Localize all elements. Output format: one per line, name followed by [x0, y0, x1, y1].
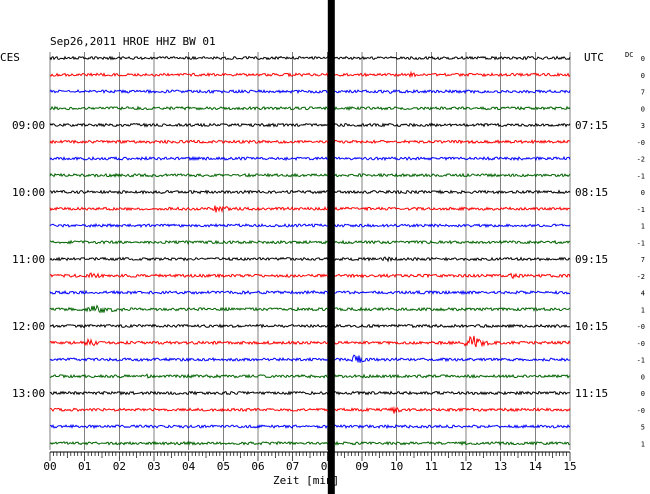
dc-value-row-6: -2 — [637, 156, 645, 164]
trace-row-19 — [49, 373, 571, 379]
trace-row-16 — [49, 323, 571, 329]
dc-value-row-0: 0 — [641, 55, 645, 63]
dc-value-row-9: -1 — [637, 206, 645, 214]
x-tick-label-01: 01 — [78, 460, 91, 473]
x-tick-label-12: 12 — [459, 460, 472, 473]
dc-value-row-3: 0 — [641, 105, 645, 113]
x-axis: 00 01 02 03 04 05 06 07 08 09 10 11 12 13 14 15 — [43, 451, 577, 473]
dc-value-row-16: -0 — [637, 323, 645, 331]
trace-row-13 — [49, 272, 571, 280]
labels: 09:00 10:00 11:00 12:00 13:00 07:15 08:15 09:15… — [12, 55, 645, 448]
trace-row-8 — [49, 189, 571, 195]
trace-row-23 — [49, 440, 571, 447]
dc-value-row-13: -2 — [637, 273, 645, 281]
dc-value-row-4: 3 — [641, 122, 645, 130]
right-time-label-1115: 11:15 — [575, 387, 608, 400]
dc-value-row-18: -1 — [637, 357, 645, 365]
dc-value-row-7: -1 — [637, 172, 645, 180]
x-tick-label-06: 06 — [251, 460, 264, 473]
dc-value-row-5: -0 — [637, 139, 645, 147]
dc-value-row-8: 0 — [641, 189, 645, 197]
dc-value-row-21: -0 — [637, 407, 645, 415]
dc-value-row-15: 1 — [641, 306, 645, 314]
trace-row-22 — [49, 424, 571, 430]
dc-value-row-1: 0 — [641, 72, 645, 80]
left-timezone-label: CES — [0, 51, 20, 64]
dc-value-row-22: 5 — [641, 424, 645, 432]
trace-row-0 — [49, 55, 571, 61]
x-tick-label-14: 14 — [529, 460, 543, 473]
right-time-label-0815: 08:15 — [575, 186, 608, 199]
trace-row-17 — [49, 335, 571, 348]
trace-row-10 — [49, 222, 571, 229]
trace-row-15 — [49, 304, 571, 314]
left-hour-label-1100: 11:00 — [12, 253, 45, 266]
trace-row-3 — [49, 105, 571, 111]
trace-row-12 — [49, 256, 571, 263]
dc-value-row-2: 7 — [641, 89, 645, 97]
trace-row-6 — [49, 155, 571, 162]
left-hour-label-0900: 09:00 — [12, 119, 45, 132]
traces — [49, 55, 571, 447]
x-tick-label-11: 11 — [425, 460, 438, 473]
x-tick-label-08: 08 — [321, 460, 334, 473]
left-hour-label-1200: 12:00 — [12, 320, 45, 333]
right-time-label-0915: 09:15 — [575, 253, 608, 266]
x-tick-label-07: 07 — [286, 460, 299, 473]
dc-column-label: DC — [625, 51, 633, 59]
trace-row-7 — [49, 172, 571, 178]
left-hour-label-1300: 13:00 — [12, 387, 45, 400]
dc-value-row-19: 0 — [641, 373, 645, 381]
x-tick-label-05: 05 — [217, 460, 230, 473]
trace-row-2 — [49, 88, 571, 95]
trace-row-20 — [49, 390, 570, 396]
dc-value-row-23: 1 — [641, 440, 645, 448]
trace-row-4 — [49, 122, 571, 128]
trace-row-11 — [49, 239, 571, 245]
chart-title: Sep26,2011 HROE HHZ BW 01 — [50, 35, 216, 48]
trace-row-18 — [49, 354, 571, 363]
right-time-label-0715: 07:15 — [575, 119, 608, 132]
x-tick-label-09: 09 — [355, 460, 368, 473]
right-time-label-1015: 10:15 — [575, 320, 608, 333]
x-tick-label-13: 13 — [494, 460, 507, 473]
trace-row-1 — [49, 70, 571, 79]
x-tick-label-15: 15 — [563, 460, 576, 473]
dc-value-row-12: 7 — [641, 256, 645, 264]
dc-value-row-11: -1 — [637, 239, 645, 247]
left-hour-label-1000: 10:00 — [12, 186, 45, 199]
dc-value-row-17: -0 — [637, 340, 645, 348]
x-tick-label-04: 04 — [182, 460, 196, 473]
trace-row-5 — [49, 139, 571, 145]
grid — [49, 52, 571, 450]
dc-value-row-20: 0 — [641, 390, 645, 398]
x-tick-label-00: 00 — [43, 460, 56, 473]
right-timezone-label: UTC — [584, 51, 604, 64]
dc-value-row-10: 1 — [641, 223, 645, 231]
trace-row-9 — [49, 205, 571, 214]
trace-row-14 — [49, 289, 571, 296]
x-tick-label-10: 10 — [390, 460, 403, 473]
x-tick-label-02: 02 — [113, 460, 126, 473]
dc-value-row-14: 4 — [641, 290, 645, 298]
current-time-marker — [327, 0, 335, 494]
x-axis-label: Zeit [min] — [273, 474, 339, 487]
trace-row-21 — [49, 405, 571, 414]
x-tick-label-03: 03 — [147, 460, 160, 473]
